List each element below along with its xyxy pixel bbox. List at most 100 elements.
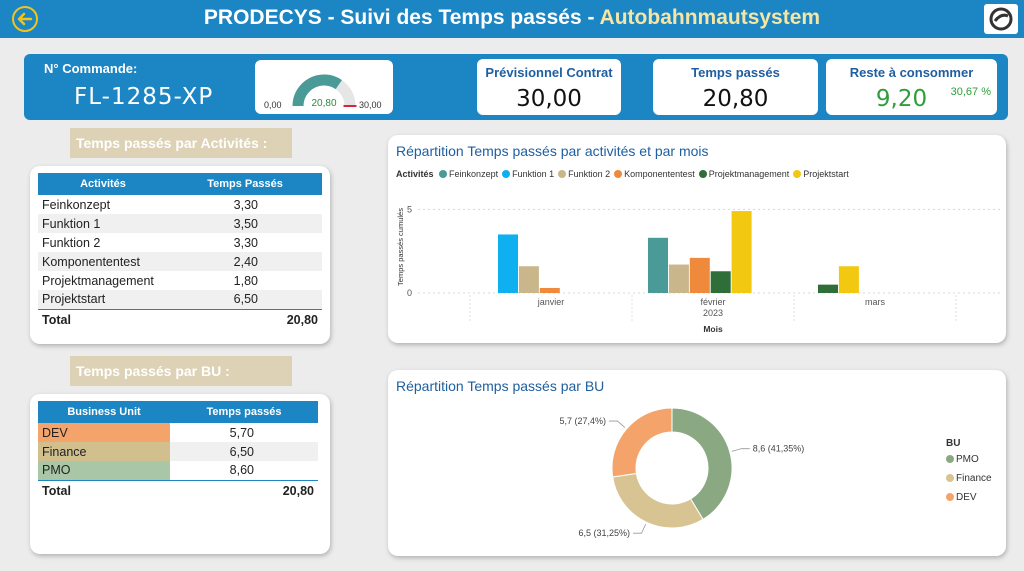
legend-label: Projektmanagement xyxy=(708,169,790,179)
table-row[interactable]: Funktion 2 3,30 xyxy=(38,233,322,252)
donut-data-label: 6,5 (31,25%) xyxy=(579,528,631,538)
gauge-fill xyxy=(292,74,342,107)
table-row[interactable]: Feinkonzept 3,30 xyxy=(38,195,322,214)
activities-table: Activités Temps Passés Feinkonzept 3,30 Fu… xyxy=(38,173,322,331)
donut-legend-title: BU xyxy=(946,438,961,449)
donut-chart-panel: Répartition Temps passés par BU 8,6 (41,… xyxy=(388,370,1006,556)
table-row[interactable]: DEV 5,70 xyxy=(38,423,318,442)
bar[interactable] xyxy=(689,257,710,293)
bar[interactable] xyxy=(668,264,689,293)
bar[interactable] xyxy=(710,271,731,293)
remaining-value: 9,20 xyxy=(875,86,928,112)
donut-slice[interactable] xyxy=(612,472,704,529)
bu-value: 8,60 xyxy=(229,463,254,478)
contract-card: Prévisionnel Contrat 30,00 xyxy=(477,59,621,115)
gauge-min: 0,00 xyxy=(264,100,282,110)
activity-value: 6,50 xyxy=(168,290,322,309)
legend-dot-icon xyxy=(946,493,954,501)
total-value: 20,80 xyxy=(170,479,318,502)
bu-name: Finance xyxy=(38,442,170,461)
legend-label: Finance xyxy=(956,473,992,484)
y-tick-label: 0 xyxy=(407,288,412,298)
x-tick-label: mars xyxy=(865,297,885,307)
contract-label: Prévisionnel Contrat xyxy=(485,65,613,80)
x-tick-label: février xyxy=(700,297,725,307)
table-row[interactable]: PMO 8,60 xyxy=(38,461,318,480)
donut-data-label: 8,6 (41,35%) xyxy=(753,444,805,454)
x-axis-label: Mois xyxy=(703,324,723,334)
bar[interactable] xyxy=(498,234,518,293)
legend-item[interactable]: Funktion 1 xyxy=(502,169,554,179)
column-header-time[interactable]: Temps Passés xyxy=(168,173,322,195)
table-row[interactable]: Finance 6,50 xyxy=(38,442,318,461)
table-row[interactable]: Komponententest 2,40 xyxy=(38,252,322,271)
bar[interactable] xyxy=(731,211,752,293)
bar[interactable] xyxy=(838,266,859,293)
bar[interactable] xyxy=(818,284,838,293)
total-value: 20,80 xyxy=(168,308,322,331)
legend-dot-icon xyxy=(502,170,511,178)
bar-chart-panel: Répartition Temps passés par activités e… xyxy=(388,135,1006,343)
column-header-activities[interactable]: Activités xyxy=(38,173,168,195)
activity-name: Komponententest xyxy=(38,252,168,271)
bar-chart-title: Répartition Temps passés par activités e… xyxy=(396,143,709,159)
total-label: Total xyxy=(38,308,168,331)
activity-name: Funktion 1 xyxy=(38,214,168,233)
column-header-time-bu[interactable]: Temps passés xyxy=(170,401,318,423)
activity-name: Funktion 2 xyxy=(42,235,101,250)
legend-item[interactable]: PMO xyxy=(946,454,992,465)
order-number-value: FL-1285-XP xyxy=(74,84,214,110)
activity-value: 3,50 xyxy=(168,214,322,233)
legend-item[interactable]: Komponententest xyxy=(614,169,695,179)
donut-data-label: 5,7 (27,4%) xyxy=(559,416,606,426)
bar[interactable] xyxy=(518,266,539,293)
legend-label: Feinkonzept xyxy=(449,169,499,179)
total-row: Total 20,80 xyxy=(38,479,318,502)
bar[interactable] xyxy=(648,237,668,293)
total-row: Total 20,80 xyxy=(38,308,322,331)
legend-dot-icon xyxy=(946,474,954,482)
legend-item[interactable]: Projektmanagement xyxy=(698,169,790,179)
legend-dot-icon xyxy=(946,455,954,463)
table-row[interactable]: Funktion 1 3,50 xyxy=(38,214,322,233)
remaining-label: Reste à consommer xyxy=(849,65,974,80)
contract-value: 30,00 xyxy=(516,86,582,112)
legend-dot-icon xyxy=(698,170,707,178)
spent-value: 20,80 xyxy=(702,86,769,112)
legend-label: DEV xyxy=(956,492,977,503)
bar[interactable] xyxy=(539,287,560,293)
top-bar: PRODECYS - Suivi des Temps passés - Auto… xyxy=(0,0,1024,38)
kpi-band: N° Commande: FL-1285-XP 0,00 20,80 30,00 P… xyxy=(24,54,1008,120)
gauge-card: 0,00 20,80 30,00 xyxy=(255,60,393,114)
donut-chart-legend: BU PMO Finance DEV xyxy=(946,438,992,511)
donut-slice[interactable] xyxy=(611,407,673,478)
logo-icon xyxy=(989,7,1013,31)
legend-item[interactable]: DEV xyxy=(946,492,992,503)
remaining-card: Reste à consommer 9,20 30,67 % xyxy=(826,59,997,115)
total-label: Total xyxy=(38,479,170,502)
legend-item[interactable]: Funktion 2 xyxy=(558,169,610,179)
bu-name: PMO xyxy=(38,461,170,480)
legend-label: Komponententest xyxy=(624,169,695,179)
legend-label: Projektstart xyxy=(803,169,849,179)
legend-dot-icon xyxy=(439,170,448,178)
donut-leader-line xyxy=(608,420,626,428)
back-button[interactable] xyxy=(12,6,38,32)
bu-value: 6,50 xyxy=(170,442,318,461)
legend-item[interactable]: Finance xyxy=(946,473,992,484)
donut-slice[interactable] xyxy=(671,407,733,521)
activity-name: Feinkonzept xyxy=(42,197,111,212)
activity-value: 3,30 xyxy=(233,197,258,212)
title-project: Autobahnmautsystem xyxy=(599,6,821,29)
legend-item[interactable]: Projektstart xyxy=(793,169,849,179)
table-row[interactable]: Projektmanagement 1,80 xyxy=(38,271,322,290)
column-header-business-unit[interactable]: Business Unit xyxy=(38,401,170,423)
activity-name: Projektmanagement xyxy=(42,273,154,288)
table-row[interactable]: Projektstart 6,50 xyxy=(38,290,322,309)
activities-table-panel: Activités Temps Passés Feinkonzept 3,30 Fu… xyxy=(30,166,330,344)
legend-dot-icon xyxy=(793,170,802,178)
page-title: PRODECYS - Suivi des Temps passés - Auto… xyxy=(0,6,1024,30)
bu-table-panel: Business Unit Temps passés DEV 5,70 Financ… xyxy=(30,394,330,554)
legend-item[interactable]: Feinkonzept xyxy=(439,169,498,179)
